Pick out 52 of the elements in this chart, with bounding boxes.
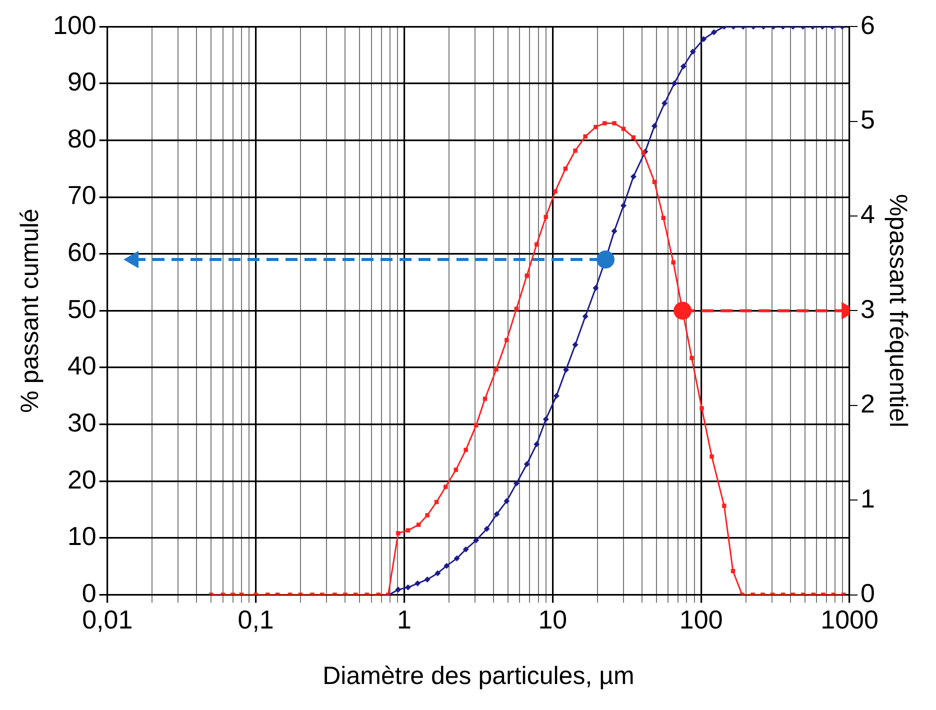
y-tick-label: 40	[67, 350, 96, 381]
point	[454, 555, 460, 562]
point	[680, 63, 686, 70]
point	[592, 284, 599, 291]
y-axis-title: % passant cumulé	[16, 208, 44, 413]
point	[504, 498, 510, 504]
point	[572, 342, 578, 348]
point	[651, 123, 658, 130]
y2-tick-label: 3	[860, 294, 876, 324]
point	[611, 228, 618, 234]
y2-tick-label: 6	[860, 10, 876, 40]
y-tick-label: 10	[67, 521, 96, 552]
y2-axis-title: %passant fréquentiel	[884, 194, 912, 428]
point	[405, 584, 411, 590]
y-tick-label: 70	[67, 180, 96, 210]
point	[582, 313, 588, 320]
point	[524, 461, 530, 468]
x-tick-label: 0,1	[238, 604, 274, 635]
point	[434, 570, 441, 576]
point	[700, 36, 707, 42]
point	[563, 366, 570, 373]
y2-tick-label: 2	[860, 388, 876, 419]
y-tick-label: 90	[67, 66, 96, 97]
point	[494, 511, 500, 518]
point	[690, 48, 696, 55]
point	[542, 416, 549, 422]
x-tick-label: 1	[397, 604, 412, 635]
point	[424, 576, 430, 582]
point	[662, 100, 668, 106]
point	[395, 586, 402, 593]
x-axis-title: Diamètre des particules, µm	[322, 662, 634, 690]
y-tick-label: 50	[67, 294, 96, 324]
point	[553, 392, 560, 399]
y2-tick-label: 5	[860, 104, 876, 134]
point	[473, 537, 480, 544]
y-tick-label: 80	[67, 123, 96, 154]
y-tick-label: 30	[67, 408, 96, 438]
point	[710, 29, 717, 36]
x-tick-label: 10	[538, 604, 568, 635]
point	[513, 480, 520, 486]
x-tick-label: 100	[679, 604, 723, 635]
point	[444, 562, 450, 569]
point	[671, 80, 678, 86]
y-tick-label: 20	[67, 464, 96, 494]
y2-tick-label: 4	[860, 199, 876, 230]
y2-tick-label: 1	[860, 483, 876, 514]
point	[484, 526, 490, 532]
point	[414, 580, 421, 586]
point	[534, 441, 540, 448]
y-tick-label: 100	[52, 10, 96, 40]
point	[462, 546, 469, 552]
y-tick-label: 60	[67, 237, 96, 268]
